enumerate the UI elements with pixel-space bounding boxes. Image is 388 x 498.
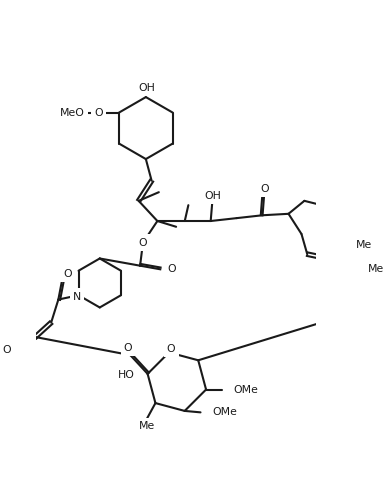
Text: O: O	[95, 108, 103, 118]
Text: O: O	[260, 184, 269, 194]
Text: O: O	[124, 343, 132, 353]
Text: O: O	[167, 344, 175, 354]
Text: MeO: MeO	[60, 108, 85, 118]
Text: O: O	[63, 268, 72, 278]
Text: OH: OH	[204, 191, 221, 201]
Text: HO: HO	[118, 371, 135, 380]
Text: O: O	[139, 238, 147, 248]
Text: Me: Me	[356, 240, 372, 250]
Text: OH: OH	[138, 83, 155, 93]
Text: Me: Me	[139, 421, 155, 431]
Text: OMe: OMe	[212, 407, 237, 417]
Text: Me: Me	[368, 264, 384, 274]
Text: OMe: OMe	[234, 384, 258, 394]
Text: O: O	[2, 345, 11, 355]
Text: O: O	[168, 264, 176, 274]
Text: N: N	[73, 292, 81, 302]
